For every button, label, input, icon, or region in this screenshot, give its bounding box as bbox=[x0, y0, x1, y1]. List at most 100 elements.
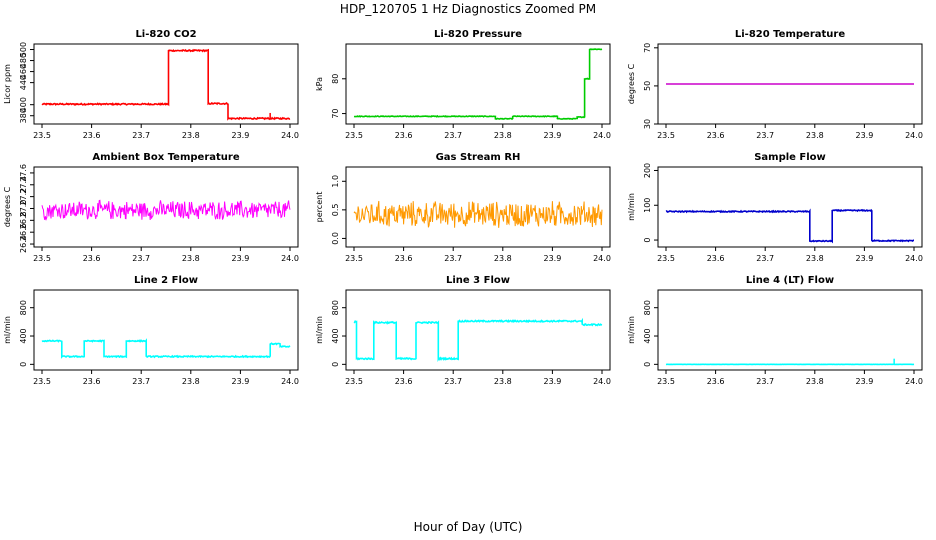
y-tick-label: 1.0 bbox=[331, 175, 340, 188]
y-tick-label: 800 bbox=[331, 300, 340, 315]
panels-grid: Li-820 CO2 Licor ppm 23.5 23.6 23.7 23.8 23.9 2… bbox=[3, 29, 923, 386]
y-tick-label: 26.6 bbox=[19, 223, 28, 241]
y-tick-label: 800 bbox=[643, 300, 652, 315]
x-tick-label: 23.7 bbox=[132, 254, 150, 263]
x-tick-label: 23.6 bbox=[83, 377, 101, 386]
data-series-line bbox=[353, 317, 603, 363]
x-tick-label: 23.5 bbox=[33, 254, 51, 263]
x-tick-label: 23.8 bbox=[494, 131, 512, 140]
figure-xlabel: Hour of Day (UTC) bbox=[414, 520, 523, 534]
y-axis-label: percent bbox=[315, 192, 324, 223]
panel-title: Line 4 (LT) Flow bbox=[746, 275, 834, 286]
y-tick-label: 70 bbox=[643, 43, 652, 53]
panel-6: Line 2 Flow ml/min 23.5 23.6 23.7 23.8 23.9 24.… bbox=[3, 275, 299, 386]
x-tick-label: 23.9 bbox=[855, 377, 873, 386]
y-tick-label: 0 bbox=[643, 237, 652, 242]
plot-frame bbox=[657, 166, 923, 248]
x-tick-label: 23.8 bbox=[182, 131, 200, 140]
figure-title: HDP_120705 1 Hz Diagnostics Zoomed PM bbox=[340, 2, 596, 16]
plot-frame bbox=[33, 166, 299, 248]
x-tick-label: 23.5 bbox=[345, 377, 363, 386]
panel-title: Line 2 Flow bbox=[134, 275, 198, 286]
x-tick-label: 23.9 bbox=[231, 254, 249, 263]
panel-5: Sample Flow ml/min 23.5 23.6 23.7 23.8 23.9 24.… bbox=[627, 152, 923, 263]
x-tick-label: 24.0 bbox=[281, 131, 299, 140]
x-tick-label: 24.0 bbox=[905, 131, 923, 140]
y-tick-label: 26.8 bbox=[19, 211, 28, 229]
panel-title: Sample Flow bbox=[754, 152, 826, 163]
x-tick-label: 23.5 bbox=[657, 131, 675, 140]
y-tick-label: 200 bbox=[643, 163, 652, 178]
plot-frame bbox=[345, 289, 611, 371]
x-tick-label: 23.7 bbox=[132, 377, 150, 386]
panel-title: Ambient Box Temperature bbox=[92, 152, 239, 163]
panel-0: Li-820 CO2 Licor ppm 23.5 23.6 23.7 23.8 23.9 2… bbox=[3, 29, 299, 140]
x-tick-label: 23.8 bbox=[494, 254, 512, 263]
x-tick-label: 23.5 bbox=[345, 131, 363, 140]
x-tick-label: 24.0 bbox=[905, 377, 923, 386]
y-tick-label: 440 bbox=[19, 75, 28, 90]
x-tick-label: 23.9 bbox=[855, 254, 873, 263]
plot-frame bbox=[657, 43, 923, 125]
data-series-line bbox=[41, 48, 291, 121]
y-tick-label: 800 bbox=[19, 300, 28, 315]
y-tick-label: 70 bbox=[331, 108, 340, 118]
y-tick-label: 0.0 bbox=[331, 232, 340, 245]
x-tick-label: 23.6 bbox=[707, 131, 725, 140]
y-tick-label: 100 bbox=[643, 198, 652, 213]
y-axis-label: kPa bbox=[315, 77, 324, 91]
y-tick-label: 480 bbox=[19, 53, 28, 68]
panel-title: Line 3 Flow bbox=[446, 275, 510, 286]
y-tick-label: 26.4 bbox=[19, 235, 28, 253]
x-tick-label: 23.9 bbox=[543, 377, 561, 386]
plot-frame bbox=[657, 289, 923, 371]
x-tick-label: 23.9 bbox=[855, 131, 873, 140]
x-tick-label: 23.9 bbox=[231, 377, 249, 386]
x-tick-label: 24.0 bbox=[593, 254, 611, 263]
x-tick-label: 23.6 bbox=[395, 254, 413, 263]
x-tick-label: 24.0 bbox=[905, 254, 923, 263]
y-tick-label: 500 bbox=[19, 42, 28, 57]
panel-title: Li-820 CO2 bbox=[135, 29, 196, 40]
panel-3: Ambient Box Temperature degrees C 23.5 23.6… bbox=[3, 152, 299, 263]
panel-title: Li-820 Pressure bbox=[434, 29, 522, 40]
y-axis-label: degrees C bbox=[3, 186, 12, 227]
y-tick-label: 0 bbox=[331, 362, 340, 367]
panel-1: Li-820 Pressure kPa 23.5 23.6 23.7 23.8 23.9 24… bbox=[315, 29, 611, 140]
x-tick-label: 23.7 bbox=[444, 377, 462, 386]
panel-8: Line 4 (LT) Flow ml/min 23.5 23.6 23.7 23.8 23… bbox=[627, 275, 923, 386]
y-tick-label: 0 bbox=[19, 362, 28, 367]
y-tick-label: 80 bbox=[331, 74, 340, 84]
x-tick-label: 23.7 bbox=[444, 254, 462, 263]
y-tick-label: 27.4 bbox=[19, 176, 28, 194]
plot-frame bbox=[345, 166, 611, 248]
y-axis-label: ml/min bbox=[627, 193, 636, 221]
y-axis-label: degrees C bbox=[627, 63, 636, 104]
y-tick-label: 460 bbox=[19, 64, 28, 79]
y-tick-label: 400 bbox=[331, 328, 340, 343]
y-tick-label: 27.0 bbox=[19, 200, 28, 218]
x-tick-label: 23.8 bbox=[182, 254, 200, 263]
y-axis-label: Licor ppm bbox=[3, 64, 12, 104]
x-tick-label: 23.6 bbox=[707, 377, 725, 386]
panel-7: Line 3 Flow ml/min 23.5 23.6 23.7 23.8 23.9 24.… bbox=[315, 275, 611, 386]
data-series-line bbox=[353, 200, 603, 228]
y-tick-label: 27.2 bbox=[19, 188, 28, 206]
plot-frame bbox=[345, 43, 611, 125]
y-tick-label: 400 bbox=[643, 328, 652, 343]
panel-2: Li-820 Temperature degrees C 23.5 23.6 23.7 2… bbox=[627, 29, 923, 140]
x-tick-label: 23.8 bbox=[806, 377, 824, 386]
x-tick-label: 23.6 bbox=[707, 254, 725, 263]
x-tick-label: 24.0 bbox=[593, 377, 611, 386]
y-axis-label: ml/min bbox=[627, 316, 636, 344]
x-tick-label: 23.5 bbox=[33, 131, 51, 140]
x-tick-label: 23.5 bbox=[345, 254, 363, 263]
x-tick-label: 23.6 bbox=[395, 377, 413, 386]
x-tick-label: 23.7 bbox=[756, 254, 774, 263]
x-tick-label: 23.8 bbox=[494, 377, 512, 386]
y-tick-label: 0.5 bbox=[331, 203, 340, 216]
data-series-line bbox=[41, 338, 291, 359]
x-tick-label: 23.7 bbox=[756, 131, 774, 140]
y-tick-label: 400 bbox=[19, 328, 28, 343]
